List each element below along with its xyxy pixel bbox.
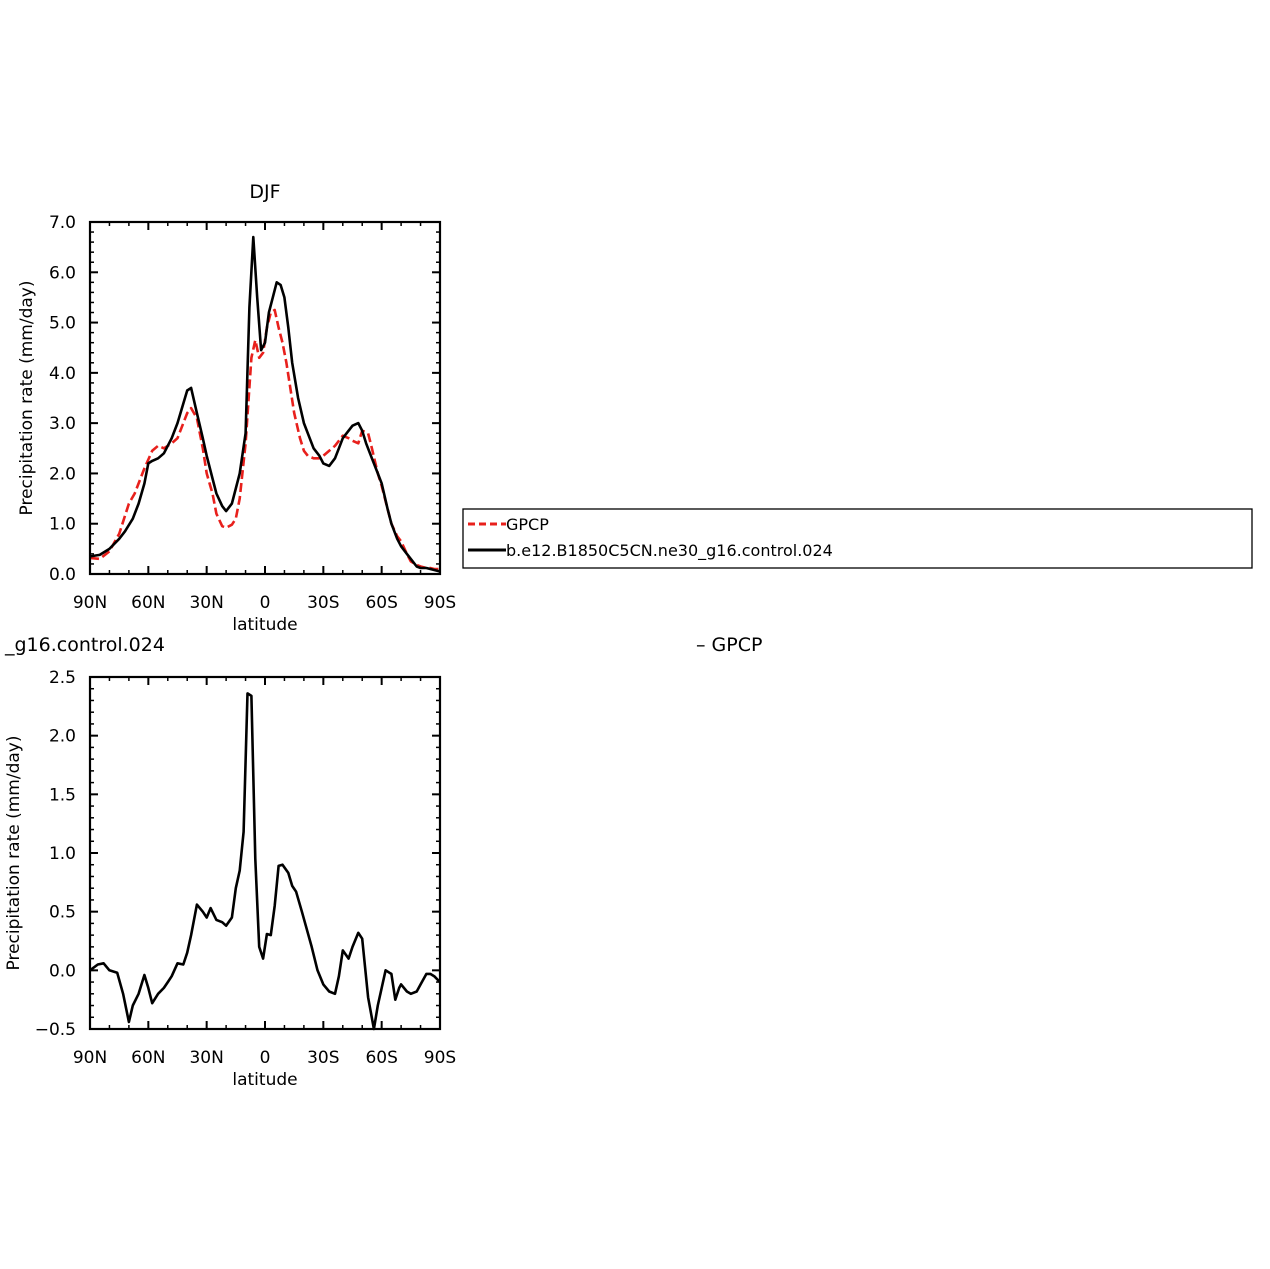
x-tick-label: 90S [424, 593, 456, 613]
y-tick-label: 1.5 [49, 785, 76, 805]
series-lines [89, 235, 441, 573]
legend-label-gpcp: GPCP [506, 515, 549, 534]
y-tick-label: 2.0 [49, 464, 76, 484]
series-lines [89, 692, 441, 1031]
axes-ticks: 90N 60N 30N 0 30S 60S 90S 0.0 1.0 2.0 3.0 4.0 5.0 6.0… [49, 213, 456, 613]
difference-panel: _g16.control.024 – GPCP 90N 60N 30N 0 30S 60S… [4, 634, 762, 1090]
series-line-b-e12-b1850c5cn-ne30-g16-control-024 [89, 235, 441, 573]
y-tick-label: 6.0 [49, 263, 76, 283]
y-tick-label: 3.0 [49, 414, 76, 434]
y-axis-label: Precipitation rate (mm/day) [4, 736, 24, 971]
x-tick-label: 30N [189, 593, 223, 613]
x-tick-label: 30S [307, 1048, 339, 1068]
y-tick-label: 2.0 [49, 727, 76, 747]
y-tick-label: 0.5 [49, 903, 76, 923]
x-tick-label: 60N [131, 593, 165, 613]
y-axis-label: Precipitation rate (mm/day) [17, 281, 37, 516]
y-tick-label: 0.0 [49, 565, 76, 585]
series-line-0 [89, 692, 441, 1031]
chart-title: DJF [249, 181, 280, 203]
chart-title-left: _g16.control.024 [4, 634, 165, 656]
x-tick-label: 60N [131, 1048, 165, 1068]
chart-title-right: – GPCP [696, 634, 762, 656]
y-tick-label: 5.0 [49, 314, 76, 334]
legend: GPCP b.e12.B1850C5CN.ne30_g16.control.02… [462, 508, 1253, 569]
y-tick-label: −0.5 [35, 1020, 76, 1040]
x-tick-label: 30N [189, 1048, 223, 1068]
plot-frame [88, 675, 442, 1031]
plot-frame [88, 220, 442, 576]
x-tick-label: 60S [365, 593, 397, 613]
legend-box [462, 508, 1253, 569]
x-tick-label: 90S [424, 1048, 456, 1068]
y-tick-label: 7.0 [49, 213, 76, 233]
x-axis-label: latitude [232, 615, 297, 635]
x-axis-label: latitude [232, 1070, 297, 1090]
series-line-gpcp [89, 308, 440, 571]
x-tick-label: 90N [73, 593, 107, 613]
x-tick-label: 30S [307, 593, 339, 613]
y-tick-label: 0.0 [49, 961, 76, 981]
y-tick-label: 1.0 [49, 844, 76, 864]
x-tick-label: 90N [73, 1048, 107, 1068]
y-tick-label: 4.0 [49, 364, 76, 384]
x-tick-label: 0 [260, 1048, 271, 1068]
axes-ticks: 90N 60N 30N 0 30S 60S 90S −0.5 0.0 0.5 1.0 1.5 2.0 2.… [35, 668, 457, 1068]
legend-label-model: b.e12.B1850C5CN.ne30_g16.control.024 [506, 541, 833, 561]
djf-precip-panel: DJF 90N 60N 30N 0 30S 60S 90S 0.0 1.0 2.0 3.0 4.0 5.… [17, 181, 456, 635]
y-tick-label: 2.5 [49, 668, 76, 688]
y-tick-label: 1.0 [49, 515, 76, 535]
x-tick-label: 0 [260, 593, 271, 613]
x-tick-label: 60S [365, 1048, 397, 1068]
